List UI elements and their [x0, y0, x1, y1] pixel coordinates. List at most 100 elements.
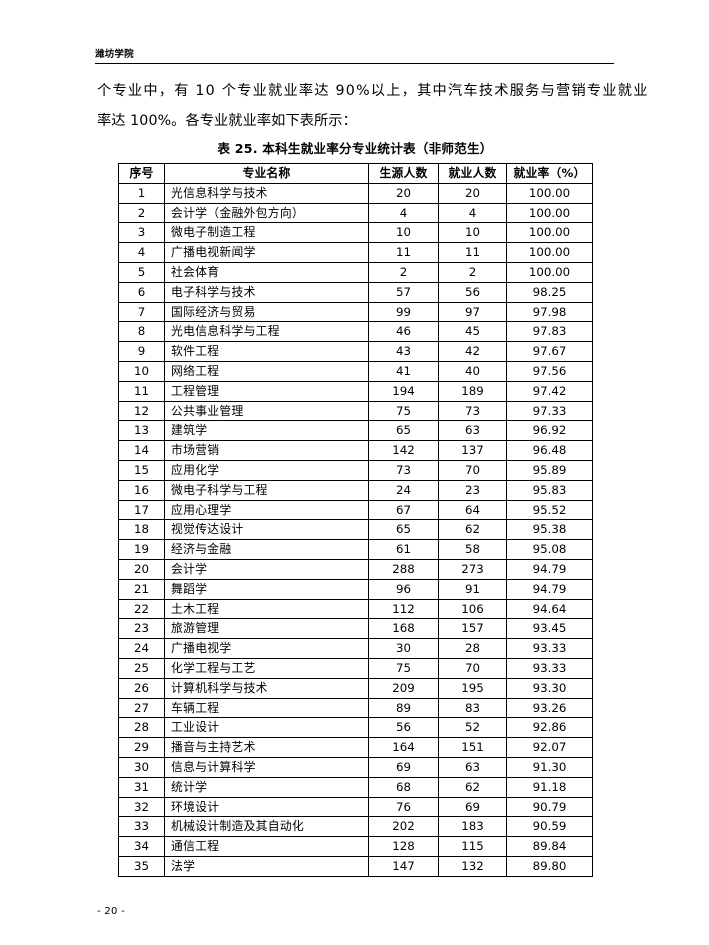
- table-row: 23 旅游管理 168 157 93.45: [118, 618, 593, 640]
- table-row: 2 会计学（金融外包方向） 4 4 100.00: [118, 202, 593, 224]
- table-row: 4 广播电视新闻学 11 11 100.00: [118, 242, 593, 263]
- table-row: 32 环境设计 76 69 90.79: [118, 796, 593, 818]
- cell-index: 31: [118, 776, 165, 798]
- cell-source-count: 41: [368, 360, 439, 382]
- cell-employment-rate: 100.00: [506, 242, 593, 263]
- cell-employment-rate: 100.00: [506, 182, 593, 204]
- table-header-row: 序号 专业名称 生源人数 就业人数 就业率（%）: [118, 163, 593, 184]
- cell-index: 14: [118, 440, 165, 461]
- cell-employment-rate: 96.92: [506, 420, 593, 442]
- cell-major-name: 工业设计: [164, 717, 369, 739]
- cell-major-name: 电子科学与技术: [164, 281, 369, 303]
- cell-employed-count: 63: [438, 756, 507, 778]
- cell-source-count: 61: [368, 539, 439, 560]
- cell-index: 12: [118, 400, 165, 422]
- cell-index: 21: [118, 578, 165, 600]
- cell-employment-rate: 98.25: [506, 281, 593, 303]
- table-row: 18 视觉传达设计 65 62 95.38: [118, 519, 593, 541]
- cell-employed-count: 151: [438, 737, 507, 758]
- cell-major-name: 公共事业管理: [164, 400, 369, 422]
- cell-employment-rate: 95.83: [506, 479, 593, 501]
- cell-source-count: 46: [368, 321, 439, 343]
- cell-employed-count: 73: [438, 400, 507, 422]
- cell-index: 24: [118, 638, 165, 659]
- cell-source-count: 30: [368, 638, 439, 659]
- cell-employment-rate: 97.56: [506, 360, 593, 382]
- cell-source-count: 147: [368, 855, 439, 877]
- table-row: 10 网络工程 41 40 97.56: [118, 360, 593, 382]
- table-row: 13 建筑学 65 63 96.92: [118, 420, 593, 442]
- table-row: 24 广播电视学 30 28 93.33: [118, 638, 593, 659]
- cell-index: 25: [118, 657, 165, 679]
- cell-source-count: 65: [368, 519, 439, 541]
- cell-employment-rate: 93.33: [506, 657, 593, 679]
- cell-major-name: 市场营销: [164, 440, 369, 461]
- table-row: 30 信息与计算科学 69 63 91.30: [118, 756, 593, 778]
- cell-employed-count: 195: [438, 677, 507, 699]
- table-row: 25 化学工程与工艺 75 70 93.33: [118, 657, 593, 679]
- table-row: 28 工业设计 56 52 92.86: [118, 717, 593, 739]
- cell-index: 8: [118, 321, 165, 343]
- body-paragraph: 个专业中，有 10 个专业就业率达 90%以上，其中汽车技术服务与营销专业就业 …: [97, 76, 647, 136]
- body-paragraph-line-2: 率达 100%。各专业就业率如下表所示：: [97, 113, 357, 129]
- cell-employment-rate: 94.64: [506, 598, 593, 620]
- cell-index: 26: [118, 677, 165, 699]
- cell-index: 27: [118, 697, 165, 719]
- cell-employment-rate: 94.79: [506, 578, 593, 600]
- table-row: 8 光电信息科学与工程 46 45 97.83: [118, 321, 593, 343]
- cell-employment-rate: 100.00: [506, 202, 593, 224]
- cell-major-name: 微电子科学与工程: [164, 479, 369, 501]
- cell-employment-rate: 93.26: [506, 697, 593, 719]
- cell-major-name: 播音与主持艺术: [164, 737, 369, 758]
- cell-employment-rate: 97.83: [506, 321, 593, 343]
- cell-index: 7: [118, 301, 165, 323]
- cell-employed-count: 52: [438, 717, 507, 739]
- cell-employment-rate: 90.59: [506, 816, 593, 838]
- cell-employed-count: 2: [438, 261, 507, 283]
- cell-employment-rate: 94.79: [506, 558, 593, 580]
- table-caption: 表 25. 本科生就业率分专业统计表（非师范生）: [217, 141, 493, 156]
- cell-index: 3: [118, 222, 165, 244]
- header-divider: [95, 63, 614, 64]
- cell-index: 5: [118, 261, 165, 283]
- cell-source-count: 89: [368, 697, 439, 719]
- cell-major-name: 社会体育: [164, 261, 369, 283]
- cell-employed-count: 189: [438, 380, 507, 402]
- table-row: 9 软件工程 43 42 97.67: [118, 341, 593, 362]
- cell-index: 33: [118, 816, 165, 838]
- cell-major-name: 环境设计: [164, 796, 369, 818]
- cell-major-name: 光信息科学与技术: [164, 182, 369, 204]
- cell-employed-count: 56: [438, 281, 507, 303]
- cell-employed-count: 273: [438, 558, 507, 580]
- cell-employed-count: 157: [438, 618, 507, 640]
- cell-major-name: 车辆工程: [164, 697, 369, 719]
- table-row: 20 会计学 288 273 94.79: [118, 558, 593, 580]
- column-header-major: 专业名称: [164, 163, 369, 184]
- cell-employment-rate: 92.86: [506, 717, 593, 739]
- table-row: 31 统计学 68 62 91.18: [118, 776, 593, 798]
- table-row: 17 应用心理学 67 64 95.52: [118, 499, 593, 521]
- cell-employment-rate: 97.67: [506, 341, 593, 362]
- cell-major-name: 会计学: [164, 558, 369, 580]
- cell-index: 18: [118, 519, 165, 541]
- cell-employed-count: 62: [438, 776, 507, 798]
- table-row: 5 社会体育 2 2 100.00: [118, 261, 593, 283]
- cell-major-name: 广播电视新闻学: [164, 242, 369, 263]
- cell-employment-rate: 97.42: [506, 380, 593, 402]
- cell-source-count: 75: [368, 657, 439, 679]
- cell-major-name: 通信工程: [164, 836, 369, 857]
- cell-employed-count: 97: [438, 301, 507, 323]
- cell-employed-count: 20: [438, 182, 507, 204]
- cell-index: 29: [118, 737, 165, 758]
- cell-employed-count: 42: [438, 341, 507, 362]
- cell-index: 35: [118, 855, 165, 877]
- cell-major-name: 化学工程与工艺: [164, 657, 369, 679]
- cell-index: 9: [118, 341, 165, 362]
- cell-source-count: 73: [368, 459, 439, 481]
- cell-source-count: 4: [368, 202, 439, 224]
- cell-major-name: 广播电视学: [164, 638, 369, 659]
- cell-source-count: 75: [368, 400, 439, 422]
- cell-index: 19: [118, 539, 165, 560]
- cell-employed-count: 64: [438, 499, 507, 521]
